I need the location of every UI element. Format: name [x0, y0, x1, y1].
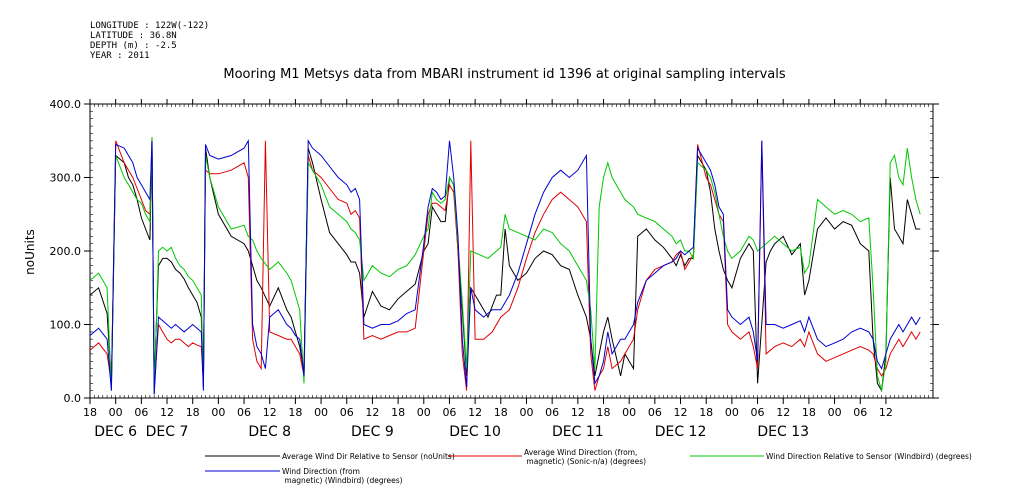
x-tick-label: 12 [263, 406, 277, 419]
series-line-1 [89, 137, 921, 391]
x-day-label: DEC 11 [552, 424, 604, 440]
y-tick-label: 100.0 [50, 319, 82, 332]
x-tick-label: 00 [519, 406, 533, 419]
chart-title: Mooring M1 Metsys data from MBARI instru… [223, 67, 786, 82]
x-tick-label: 00 [725, 406, 739, 419]
x-tick-label: 12 [468, 406, 482, 419]
legend-label-green: Wind Direction Relative to Sensor (Windb… [766, 452, 972, 461]
x-day-label: DEC 7 [146, 424, 189, 440]
longitude-text: LONGITUDE : 122W(-122) [90, 21, 210, 31]
series-line-3 [89, 139, 921, 395]
x-tick-label: 06 [237, 406, 251, 419]
metadata-block: LONGITUDE : 122W(-122) LATITUDE : 36.8N … [90, 21, 209, 61]
x-day-label: DEC 12 [655, 424, 707, 440]
x-tick-label: 00 [622, 406, 636, 419]
y-tick-label: 200.0 [50, 245, 82, 258]
x-day-label: DEC 6 [94, 424, 137, 440]
x-tick-label: 18 [494, 406, 508, 419]
x-tick-label: 06 [545, 406, 559, 419]
x-tick-label: 18 [597, 406, 611, 419]
x-tick-label: 00 [828, 406, 842, 419]
x-tick-label: 06 [134, 406, 148, 419]
x-day-label: DEC 13 [757, 424, 809, 440]
x-tick-label: 18 [699, 406, 713, 419]
x-tick-label: 06 [340, 406, 354, 419]
x-tick-label: 12 [879, 406, 893, 419]
x-tick-label: 12 [160, 406, 174, 419]
x-tick-label: 12 [674, 406, 688, 419]
x-tick-label: 12 [365, 406, 379, 419]
x-tick-label: 18 [391, 406, 405, 419]
x-tick-label: 00 [417, 406, 431, 419]
x-tick-label: 00 [314, 406, 328, 419]
x-tick-label: 06 [751, 406, 765, 419]
legend-label-red: Average Wind Direction (from, magnetic) … [524, 448, 647, 466]
y-tick-label: 400.0 [50, 98, 82, 111]
plot-frame [89, 103, 934, 399]
legend-label-black: Average Wind Dir Relative to Sensor (noU… [282, 452, 455, 461]
year-text: YEAR : 2011 [90, 51, 150, 61]
x-tick-label: 18 [802, 406, 816, 419]
x-tick-label: 06 [853, 406, 867, 419]
x-tick-label: 06 [442, 406, 456, 419]
x-tick-label: 12 [776, 406, 790, 419]
x-day-label: DEC 9 [351, 424, 394, 440]
x-tick-label: 06 [648, 406, 662, 419]
series-line-2 [89, 137, 921, 395]
legend-label-blue: Wind Direction (from magnetic) (Windbird… [282, 467, 403, 485]
depth-text: DEPTH (m) : -2.5 [90, 41, 177, 51]
x-tick-label: 00 [211, 406, 225, 419]
series-line-0 [89, 147, 921, 393]
x-tick-label: 18 [83, 406, 97, 419]
y-tick-label: 0.0 [64, 392, 82, 405]
y-tick-label: 300.0 [50, 172, 82, 185]
x-day-label: DEC 10 [449, 424, 501, 440]
x-tick-label: 18 [288, 406, 302, 419]
latitude-text: LATITUDE : 36.8N [90, 31, 177, 41]
x-day-label: DEC 8 [248, 424, 291, 440]
x-tick-label: 00 [109, 406, 123, 419]
x-tick-label: 12 [571, 406, 585, 419]
x-tick-label: 18 [186, 406, 200, 419]
